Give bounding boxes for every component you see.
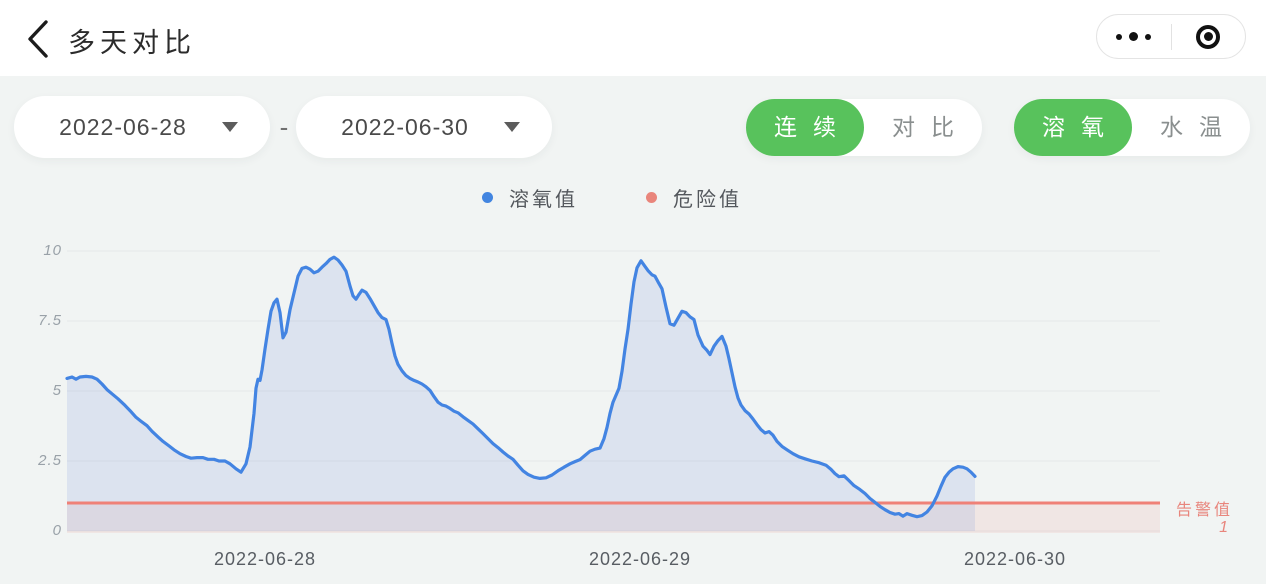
metric-toggle: 溶氧 水温 [1014, 99, 1250, 156]
chevron-down-icon [504, 122, 520, 132]
date-range-separator: - [279, 112, 289, 142]
nav-bar: 多天对比 [0, 0, 1266, 76]
chevron-left-icon [28, 20, 48, 58]
page-title: 多天对比 [68, 28, 196, 58]
date-from-select[interactable]: 2022-06-28 [14, 96, 270, 158]
back-button[interactable] [22, 18, 58, 60]
chart-canvas[interactable] [0, 230, 1266, 570]
metric-option-oxygen[interactable]: 溶氧 [1014, 99, 1132, 156]
legend-dot-danger [646, 191, 657, 203]
mode-option-continuous[interactable]: 连续 [746, 99, 864, 156]
metric-option-label: 溶氧 [1042, 114, 1120, 140]
metric-option-temperature[interactable]: 水温 [1132, 99, 1250, 156]
mode-option-compare[interactable]: 对比 [864, 99, 982, 156]
date-to-value: 2022-06-30 [341, 113, 469, 140]
more-button[interactable] [1097, 15, 1171, 58]
chevron-down-icon [222, 122, 238, 132]
legend-dot-oxygen [482, 191, 493, 203]
miniprogram-capsule [1096, 14, 1246, 59]
capsule-divider [1170, 23, 1172, 50]
mode-option-label: 对比 [892, 114, 970, 140]
target-circle-icon [1196, 24, 1221, 49]
mode-option-label: 连续 [774, 114, 852, 140]
legend-label: 溶氧值 [509, 188, 578, 211]
date-to-select[interactable]: 2022-06-30 [296, 96, 552, 158]
legend-item-danger[interactable]: 危险值 [646, 183, 742, 211]
mode-toggle: 连续 对比 [746, 99, 982, 156]
legend: 溶氧值 危险值 [0, 183, 1266, 211]
legend-item-oxygen[interactable]: 溶氧值 [482, 183, 578, 211]
three-dots-icon [1116, 32, 1152, 41]
metric-option-label: 水温 [1160, 114, 1238, 140]
date-from-value: 2022-06-28 [59, 113, 187, 140]
exit-button[interactable] [1172, 15, 1246, 58]
legend-label: 危险值 [673, 188, 742, 211]
